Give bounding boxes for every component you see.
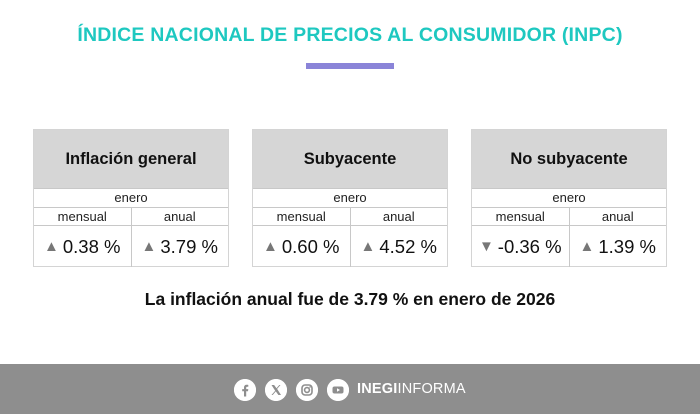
monthly-value-text: 0.60 % — [281, 235, 340, 257]
monthly-value: ▼ -0.36 % — [472, 226, 569, 267]
annual-label: anual — [350, 208, 447, 226]
annual-value: ▲ 3.79 % — [132, 226, 229, 267]
monthly-value: ▲ 0.38 % — [34, 226, 131, 267]
monthly-label: mensual — [253, 208, 350, 226]
annual-value-text: 4.52 % — [379, 235, 437, 257]
title-underline — [306, 63, 394, 69]
card-period: enero — [472, 188, 666, 208]
card-title: Inflación general — [34, 130, 228, 188]
card-title: No subyacente — [472, 130, 666, 188]
card-period: enero — [34, 188, 228, 208]
monthly-value: ▲ 0.60 % — [253, 226, 350, 267]
annual-label: anual — [131, 208, 228, 226]
monthly-label: mensual — [34, 208, 131, 226]
monthly-label: mensual — [472, 208, 569, 226]
card-title: Subyacente — [253, 130, 447, 188]
page-title: ÍNDICE NACIONAL DE PRECIOS AL CONSUMIDOR… — [77, 24, 623, 46]
annual-value-text: 3.79 % — [160, 235, 218, 257]
arrow-up-icon: ▲ — [141, 238, 157, 255]
card-period: enero — [253, 188, 447, 208]
arrow-down-icon: ▼ — [478, 238, 494, 255]
brand-bold: INEGI — [357, 381, 398, 397]
card-subyacente: Subyacente enero mensual ▲ 0.60 % anual … — [252, 129, 448, 267]
x-icon[interactable] — [265, 379, 287, 401]
footer-bar: INEGIINFORMA — [0, 364, 700, 414]
annual-value: ▲ 4.52 % — [351, 226, 448, 267]
arrow-up-icon: ▲ — [579, 238, 595, 255]
monthly-value-text: -0.36 % — [497, 235, 562, 257]
card-no-subyacente: No subyacente enero mensual ▼ -0.36 % an… — [471, 129, 667, 267]
arrow-up-icon: ▲ — [263, 238, 278, 255]
annual-label: anual — [569, 208, 666, 226]
annual-value-text: 1.39 % — [598, 235, 656, 257]
monthly-value-text: 0.38 % — [62, 235, 121, 257]
youtube-icon[interactable] — [327, 379, 349, 401]
card-inflacion-general: Inflación general enero mensual ▲ 0.38 %… — [33, 129, 229, 267]
instagram-icon[interactable] — [296, 379, 318, 401]
arrow-up-icon: ▲ — [360, 238, 376, 255]
annual-value: ▲ 1.39 % — [570, 226, 667, 267]
brand-logo: INEGIINFORMA — [357, 381, 466, 397]
facebook-icon[interactable] — [234, 379, 256, 401]
summary-text: La inflación anual fue de 3.79 % en ener… — [144, 289, 556, 309]
brand-rest: INFORMA — [397, 381, 466, 397]
arrow-up-icon: ▲ — [44, 238, 59, 255]
